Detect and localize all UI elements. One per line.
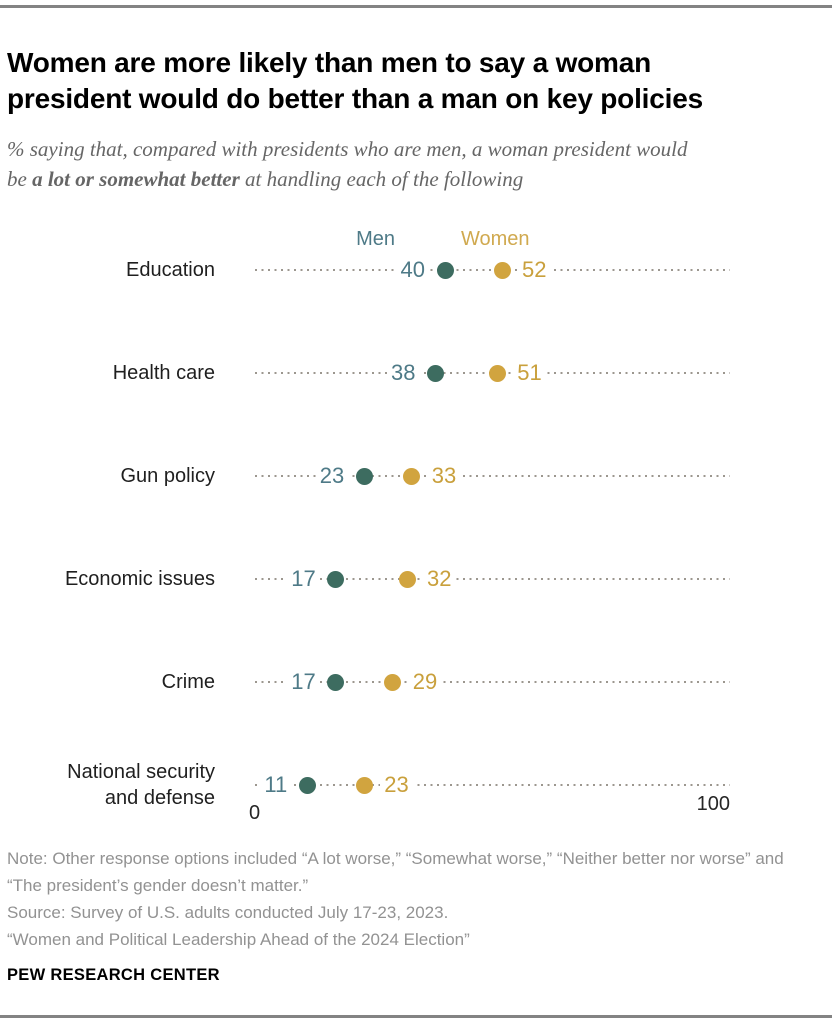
page-title: Women are more likely than men to say a … xyxy=(7,46,703,114)
chart-row: Gun policy 23 33 xyxy=(0,456,832,496)
women-dot xyxy=(493,261,511,279)
men-value-label: 17 xyxy=(287,668,320,696)
dotted-leader-line xyxy=(255,475,730,477)
legend-men-label: Men xyxy=(356,228,395,250)
men-dot xyxy=(355,467,373,485)
women-dot xyxy=(384,673,402,691)
women-value-label: 51 xyxy=(513,359,546,387)
dotted-leader-line xyxy=(255,578,730,580)
chart-row: Crime 17 29 xyxy=(0,662,832,702)
dotted-leader-line xyxy=(255,784,730,786)
men-dot xyxy=(327,570,345,588)
women-dot xyxy=(355,776,373,794)
brand-label: PEW RESEARCH CENTER xyxy=(7,966,220,984)
women-dot xyxy=(488,364,506,382)
chart-row: Education 40 52 xyxy=(0,250,832,290)
legend-women-label: Women xyxy=(461,228,530,250)
men-dot xyxy=(436,261,454,279)
men-value-label: 40 xyxy=(396,256,429,284)
women-value-label: 32 xyxy=(423,565,456,593)
men-value-label: 38 xyxy=(387,359,420,387)
dotted-leader-line xyxy=(255,681,730,683)
chart-row: National security and defense 11 23 xyxy=(0,761,832,809)
women-dot xyxy=(403,467,421,485)
subtitle-suffix: at handling each of the following xyxy=(239,167,524,192)
women-dot xyxy=(398,570,416,588)
bottom-rule xyxy=(0,1015,832,1018)
category-label: Education xyxy=(126,259,215,281)
women-value-label: 23 xyxy=(380,771,413,799)
category-label: Crime xyxy=(161,671,215,693)
women-value-label: 33 xyxy=(427,462,461,490)
men-value-label: 11 xyxy=(260,771,292,799)
note-text: Note: Other response options included “A… xyxy=(7,849,784,895)
men-dot xyxy=(427,364,444,382)
men-value-label: 23 xyxy=(315,462,349,490)
citation-text: “Women and Political Leadership Ahead of… xyxy=(7,930,470,949)
x-axis-max-label: 100 xyxy=(696,793,730,815)
women-value-label: 52 xyxy=(518,256,551,284)
footnotes: Note: Other response options included “A… xyxy=(7,845,792,953)
category-label: National security and defense xyxy=(67,761,215,809)
dotted-leader-line xyxy=(255,269,730,271)
category-label: Economic issues xyxy=(64,568,215,590)
subtitle-prefix: % saying that, compared with presidents … xyxy=(7,137,688,192)
top-rule xyxy=(0,5,832,8)
x-axis-min-label: 0 xyxy=(249,802,261,824)
women-value-label: 29 xyxy=(408,668,442,696)
chart-subtitle: % saying that, compared with presidents … xyxy=(7,134,707,195)
category-label: Gun policy xyxy=(120,465,216,487)
subtitle-bold: a lot or somewhat better xyxy=(32,167,240,192)
men-dot xyxy=(298,776,316,794)
men-value-label: 17 xyxy=(287,565,320,593)
category-label: Health care xyxy=(112,362,215,384)
source-text: Source: Survey of U.S. adults conducted … xyxy=(7,903,449,922)
dot-plot-chart: Men Women Education 40 52 Health care 38 51 Gu… xyxy=(0,220,832,840)
chart-row: Economic issues 17 32 xyxy=(0,559,832,599)
chart-row: Health care 38 51 xyxy=(0,353,832,393)
men-dot xyxy=(327,673,345,691)
